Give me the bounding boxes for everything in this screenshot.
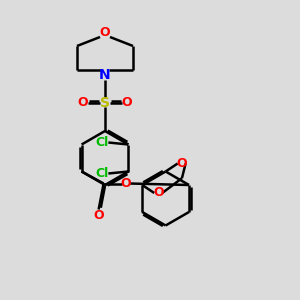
Text: O: O (122, 97, 132, 110)
Text: Cl: Cl (96, 167, 109, 180)
Text: O: O (93, 209, 104, 222)
Text: O: O (100, 26, 110, 40)
Text: O: O (153, 187, 164, 200)
Text: O: O (120, 177, 131, 190)
Text: S: S (100, 96, 110, 110)
Text: N: N (99, 68, 111, 82)
Text: Cl: Cl (96, 136, 109, 149)
Text: O: O (176, 157, 187, 170)
Text: O: O (78, 97, 88, 110)
